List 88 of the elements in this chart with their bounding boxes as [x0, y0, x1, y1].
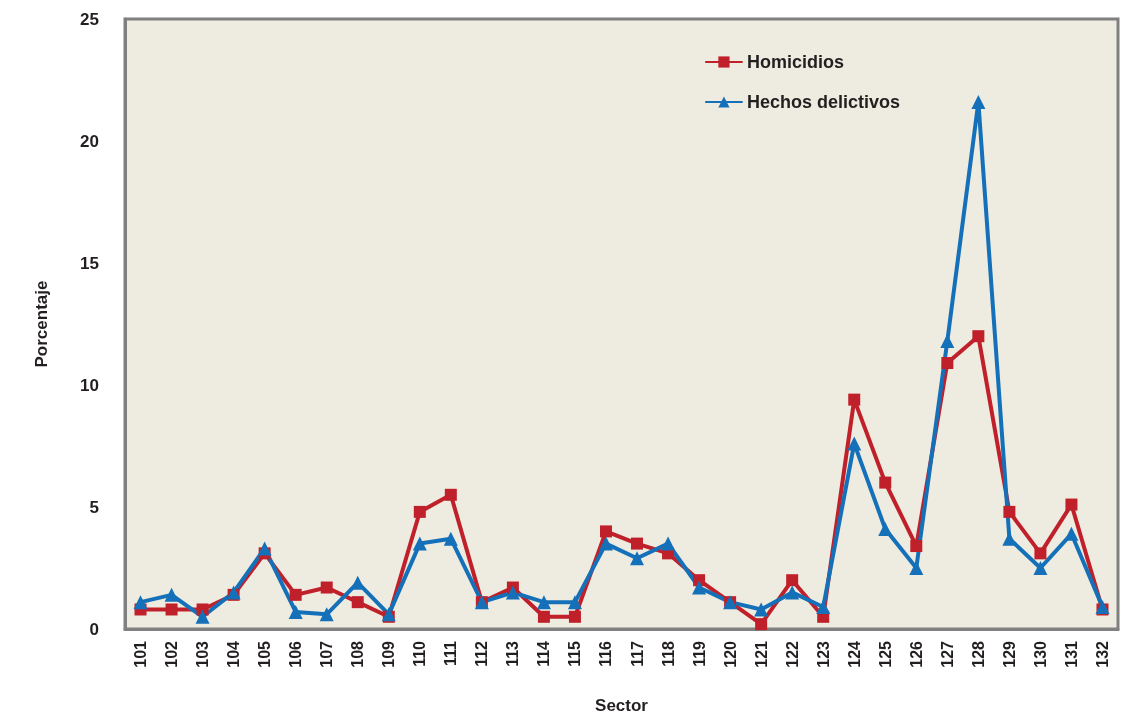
point: [661, 536, 676, 551]
x-tick-label: 119: [690, 640, 708, 667]
x-tick-label: 104: [225, 640, 243, 668]
point: [444, 488, 457, 501]
point: [879, 476, 892, 489]
point: [257, 541, 272, 556]
point: [941, 357, 954, 370]
y-tick-label: 15: [80, 253, 99, 273]
point: [567, 595, 582, 610]
point: [165, 603, 178, 616]
x-tick-label: 114: [535, 640, 553, 667]
x-tick-label: 125: [876, 640, 894, 668]
point: [692, 580, 707, 595]
point: [940, 334, 955, 349]
point: [599, 525, 612, 538]
x-tick-label: 129: [1000, 640, 1018, 668]
x-tick-label: 128: [969, 640, 987, 668]
x-tick-label: 111: [442, 640, 460, 666]
point: [288, 604, 303, 619]
x-tick-label: 109: [380, 640, 398, 668]
point: [972, 330, 985, 343]
x-tick-label: 101: [132, 640, 150, 668]
x-tick-label: 106: [287, 640, 305, 668]
point: [1034, 547, 1047, 560]
x-tick-label: 123: [814, 640, 832, 668]
point: [754, 602, 769, 617]
point: [350, 575, 365, 590]
point: [196, 603, 209, 616]
x-tick-label: 120: [721, 640, 739, 668]
point: [319, 607, 334, 622]
y-tick-label: 20: [80, 131, 99, 151]
point: [443, 531, 458, 546]
legend-label: Hechos delictivos: [746, 92, 901, 112]
y-tick-label: 0: [89, 619, 99, 639]
x-tick-label: 131: [1062, 640, 1080, 668]
point: [568, 610, 581, 623]
point: [351, 596, 364, 609]
point: [878, 521, 893, 536]
point: [536, 595, 551, 610]
point: [786, 574, 799, 587]
x-tick-label: 105: [256, 640, 274, 668]
point: [133, 595, 148, 610]
point: [505, 585, 520, 600]
point: [848, 393, 861, 406]
x-tick-label: 115: [566, 640, 584, 667]
point: [847, 436, 862, 451]
x-tick-label: 102: [163, 640, 181, 668]
point: [195, 609, 210, 624]
point: [320, 581, 333, 594]
point: [1065, 498, 1078, 511]
point: [1003, 505, 1016, 518]
point: [785, 585, 800, 600]
x-tick-label: 112: [473, 640, 491, 667]
y-tick-label: 25: [80, 9, 99, 29]
point: [910, 540, 923, 553]
point: [537, 610, 550, 623]
point: [164, 587, 179, 602]
point: [1033, 561, 1048, 575]
point: [598, 536, 613, 551]
y-tick-label: 5: [89, 497, 99, 517]
x-tick-label: 132: [1093, 640, 1111, 668]
x-tick-label: 107: [318, 640, 336, 668]
x-tick-label: 126: [907, 640, 925, 668]
x-tick-label: 103: [194, 640, 212, 668]
x-tick-label: 121: [752, 640, 770, 668]
point: [413, 505, 426, 518]
point: [412, 536, 427, 551]
x-tick-label: 110: [411, 640, 429, 667]
point: [289, 588, 302, 601]
point: [630, 551, 645, 566]
point: [755, 618, 768, 631]
point: [631, 537, 644, 550]
x-axis-title: Sector: [595, 696, 649, 715]
x-tick-label: 124: [845, 640, 863, 668]
x-tick-label: 116: [597, 640, 615, 667]
x-tick-label: 130: [1031, 640, 1049, 668]
y-tick-label: 10: [80, 375, 99, 395]
y-axis-title: Porcentaje: [32, 280, 51, 368]
point: [971, 94, 986, 109]
point: [1064, 526, 1079, 541]
x-tick-label: 108: [349, 640, 367, 668]
x-tick-label: 122: [783, 640, 801, 668]
legend-label: Homicidios: [746, 52, 844, 72]
point: [816, 600, 831, 615]
x-tick-label: 113: [504, 640, 522, 667]
x-tick-label: 118: [659, 640, 677, 667]
x-tick-label: 117: [628, 640, 646, 667]
x-tick-label: 127: [938, 640, 956, 668]
